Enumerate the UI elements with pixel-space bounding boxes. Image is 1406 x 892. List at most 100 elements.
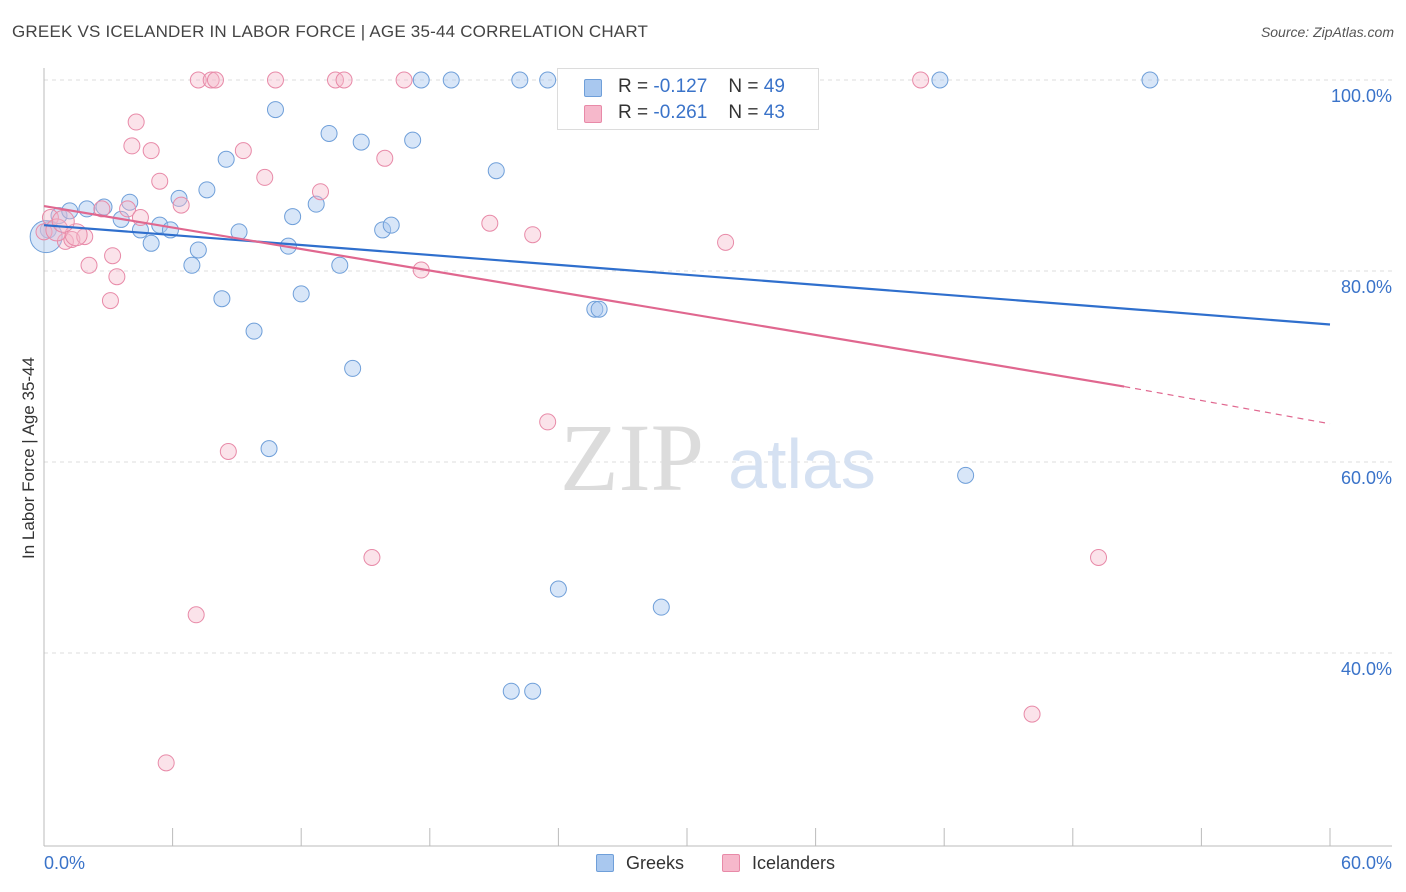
icelanders-point — [187, 606, 205, 624]
greeks-point — [320, 124, 338, 142]
icelanders-point — [142, 142, 160, 160]
greeks-point — [502, 682, 520, 700]
legend-box: R = -0.127 N = 49 R = -0.261 N = 43 — [557, 68, 819, 130]
greeks-point — [292, 285, 310, 303]
bottom-legend: Greeks Icelanders — [0, 852, 1406, 878]
icelanders-point — [481, 214, 499, 232]
greeks-point — [183, 256, 201, 274]
axes-layer: 40.0% 60.0% 80.0% 100.0% 0.0% 60.0% — [43, 68, 1392, 873]
icelanders-point — [51, 209, 75, 233]
greeks-point — [29, 220, 63, 254]
greeks-point — [1141, 71, 1159, 89]
greeks-point — [931, 71, 949, 89]
legend-n-label: N = — [728, 76, 759, 97]
greeks-point — [412, 71, 430, 89]
watermark-zip: ZIP — [560, 404, 704, 511]
greeks-point — [539, 71, 557, 89]
icelanders-point — [395, 71, 413, 89]
icelanders-point — [266, 71, 284, 89]
icelanders-point — [206, 71, 224, 89]
icelanders-point — [363, 549, 381, 566]
icelanders-trend-extension — [1124, 385, 1331, 425]
icelanders-point — [1023, 705, 1041, 723]
icelanders-point — [311, 183, 329, 201]
greeks-swatch — [596, 854, 614, 872]
greeks-point — [404, 131, 422, 149]
icelanders-point — [189, 71, 207, 89]
y-tick-label: 40.0% — [1341, 659, 1392, 679]
icelanders-point — [717, 233, 735, 251]
icelanders-point — [172, 196, 190, 214]
greeks-point — [217, 150, 235, 168]
icelanders-point — [80, 256, 98, 274]
source-label: Source: ZipAtlas.com — [1260, 24, 1394, 40]
greeks-point — [549, 580, 567, 598]
icelanders-point — [912, 71, 930, 89]
greeks-label: Greeks — [626, 853, 685, 873]
legend-n-label: N = — [728, 102, 759, 123]
greeks-point — [382, 216, 400, 234]
greeks-point — [652, 598, 670, 616]
greeks-point — [260, 440, 278, 458]
greeks-points — [29, 71, 1159, 700]
icelanders-point — [104, 247, 122, 265]
icelanders-point — [157, 754, 175, 772]
y-tick-label: 60.0% — [1341, 468, 1392, 488]
watermark-atlas: atlas — [728, 425, 876, 503]
grid-layer — [44, 79, 1392, 654]
greeks-point — [957, 466, 975, 484]
icelanders-label: Icelanders — [752, 853, 836, 873]
icelanders-point — [219, 442, 237, 460]
greeks-trend-line — [43, 224, 1331, 326]
greeks-point — [511, 71, 529, 89]
icelanders-swatch — [584, 105, 602, 123]
icelanders-point — [524, 226, 542, 244]
greeks-point — [284, 208, 302, 226]
greeks-point — [331, 256, 349, 274]
greeks-point — [487, 162, 505, 180]
greeks-point — [266, 101, 284, 119]
y-tick-label: 100.0% — [1331, 86, 1392, 106]
icelanders-point — [63, 230, 81, 248]
greeks-point — [586, 300, 604, 318]
icelanders-point — [234, 142, 252, 160]
x-tick-label: 0.0% — [44, 853, 85, 873]
icelanders-point — [256, 168, 274, 186]
greeks-point — [590, 300, 608, 318]
x-tick-label: 60.0% — [1341, 853, 1392, 873]
legend-r-label: R = — [618, 102, 649, 123]
icelanders-point — [108, 268, 126, 286]
icelanders-point — [151, 172, 169, 190]
legend-r-value: -0.127 — [653, 76, 708, 97]
icelanders-point — [376, 149, 394, 167]
y-tick-label: 80.0% — [1341, 277, 1392, 297]
greeks-point — [352, 133, 370, 151]
icelanders-point — [1090, 549, 1108, 566]
greeks-point — [245, 322, 263, 340]
icelanders-point — [101, 292, 119, 310]
icelanders-point — [202, 71, 220, 89]
greeks-point — [142, 234, 160, 252]
icelanders-point — [123, 137, 141, 155]
greeks-point — [524, 682, 542, 700]
greeks-swatch — [584, 79, 602, 97]
greeks-point — [121, 193, 139, 211]
legend-n-value: 49 — [763, 76, 785, 97]
icelanders-trend-line — [43, 204, 1125, 388]
greeks-point — [170, 189, 188, 207]
icelanders-swatch — [722, 854, 740, 872]
greeks-point — [189, 241, 207, 259]
greeks-point — [198, 181, 216, 199]
greeks-point — [213, 290, 231, 308]
greeks-point — [442, 71, 460, 89]
trend-lines — [43, 204, 1331, 425]
icelanders-point — [93, 200, 111, 218]
greeks-point — [374, 221, 392, 239]
legend-r-value: -0.261 — [653, 102, 708, 123]
chart-title: GREEK VS ICELANDER IN LABOR FORCE | AGE … — [12, 22, 649, 41]
y-axis-label: In Labor Force | Age 35-44 — [19, 357, 38, 559]
icelanders-point — [127, 113, 145, 131]
icelanders-point — [539, 413, 557, 431]
icelanders-point — [326, 71, 344, 89]
